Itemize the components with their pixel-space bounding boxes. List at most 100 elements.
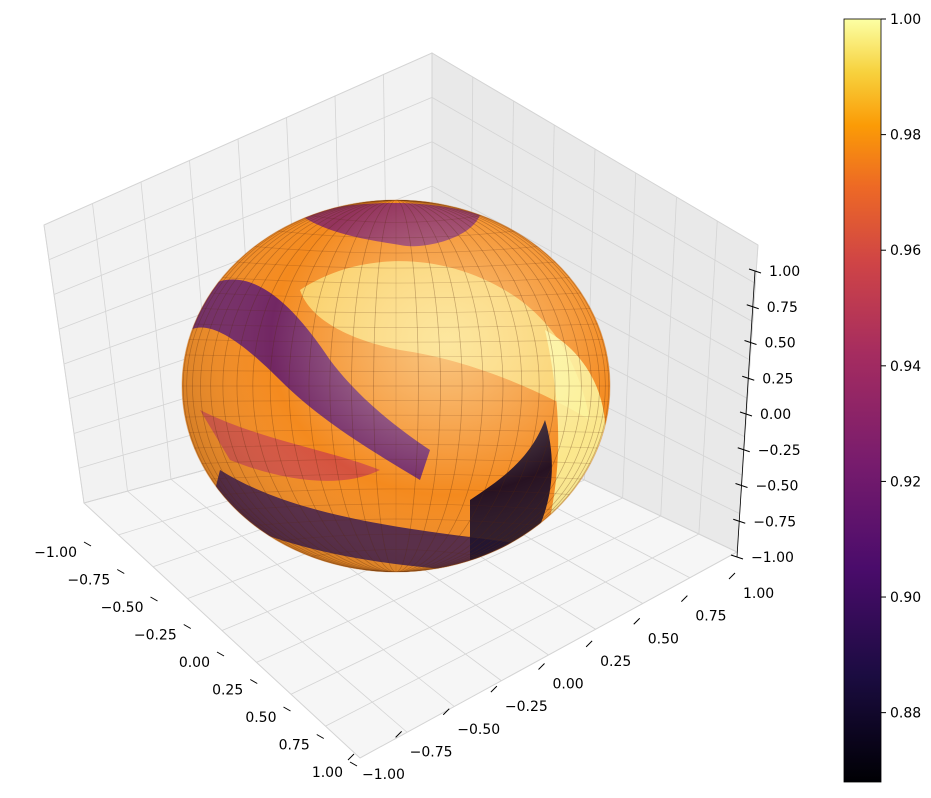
- sphere-shade: [182, 200, 610, 572]
- mesh-line: [308, 200, 484, 572]
- z-tick: [748, 268, 762, 274]
- y-axis: −1.00 −0.75−0.50 −0.25 0.00 0.25 0.50 0.75 1.00: [347, 572, 774, 783]
- gridline: [43, 224, 85, 504]
- mesh-line: [277, 533, 515, 542]
- mesh-line: [194, 323, 598, 328]
- gridline: [359, 551, 738, 759]
- y-tick: [490, 685, 498, 693]
- mesh-line: [201, 458, 591, 464]
- mesh-line: [373, 200, 419, 572]
- x-tick-label: 0.75: [279, 738, 310, 754]
- mesh-line: [329, 200, 463, 572]
- gridline: [431, 52, 759, 246]
- z-tick: [739, 411, 753, 417]
- mesh-line: [351, 200, 441, 572]
- y-tick-label: −0.75: [410, 744, 453, 760]
- mesh-line: [373, 200, 419, 572]
- gridline: [431, 141, 753, 323]
- colorbar-tick-label: 0.90: [890, 590, 921, 606]
- mesh-line: [329, 200, 463, 572]
- z-tick-label: 0.50: [765, 336, 796, 352]
- gridline: [53, 141, 433, 295]
- y-tick: [681, 595, 688, 602]
- x-tick-label: −1.00: [34, 545, 77, 561]
- z-tick-label: 0.25: [762, 371, 793, 387]
- x-tick-label: −0.25: [134, 628, 177, 644]
- colorbar-gradient: [843, 18, 882, 783]
- mesh-line: [222, 488, 570, 495]
- y-tick-label: 0.00: [553, 677, 584, 693]
- gridline: [622, 172, 637, 499]
- sphere-surface: [181, 199, 611, 573]
- y-tick-label: 1.00: [743, 586, 774, 602]
- x-tick: [150, 596, 158, 602]
- x-tick: [349, 761, 358, 767]
- mesh-line: [182, 200, 610, 572]
- z-tick: [746, 304, 759, 310]
- sphere-mesh: [182, 200, 610, 572]
- mesh-line: [192, 200, 600, 572]
- mesh-line: [222, 200, 570, 572]
- z-tick: [744, 340, 757, 345]
- mesh-line: [236, 200, 556, 572]
- z-tick-label: 0.00: [760, 407, 791, 423]
- mesh-line: [236, 261, 556, 269]
- mesh-line: [182, 370, 610, 372]
- z-tick: [730, 554, 744, 560]
- mesh-line: [182, 200, 610, 572]
- x-tick: [250, 679, 258, 684]
- mesh-line: [188, 429, 604, 433]
- gridline: [256, 497, 623, 663]
- mesh-line: [351, 200, 441, 572]
- z-tick: [733, 518, 746, 524]
- colorbar-tick-label: 0.94: [890, 359, 921, 375]
- y-tick: [633, 617, 641, 625]
- mesh-line: [184, 354, 608, 358]
- x-tick: [216, 651, 225, 657]
- x-axis: −1.00 −0.75 −0.50 −0.250.000.250.500.751.00: [34, 541, 358, 781]
- y-tick: [538, 663, 545, 670]
- mesh-line: [236, 200, 556, 572]
- y-tick: [347, 753, 355, 761]
- mesh-line: [184, 414, 608, 418]
- mesh-line: [254, 518, 538, 526]
- gridline: [43, 52, 433, 226]
- gridline: [431, 97, 756, 284]
- mesh-line: [210, 473, 582, 480]
- x-tick-label: 0.00: [179, 655, 210, 671]
- colorbar-tick-label: 0.92: [890, 474, 921, 490]
- mesh-line: [254, 246, 538, 254]
- x-tick-label: 1.00: [312, 765, 343, 781]
- x-tick: [83, 541, 92, 547]
- sphere-outline: [181, 199, 611, 573]
- mesh-line: [236, 503, 556, 511]
- z-tick: [737, 447, 750, 453]
- mesh-line: [201, 308, 591, 314]
- y-tick-label: 0.75: [695, 609, 726, 625]
- z-tick-label: −0.50: [756, 479, 799, 495]
- colorbar-tick-label: 0.88: [890, 706, 921, 722]
- x-tick: [316, 734, 324, 739]
- mesh-line: [210, 292, 582, 299]
- mesh-line: [252, 200, 540, 572]
- y-tick-label: 0.25: [600, 654, 631, 670]
- mesh-line: [277, 230, 515, 239]
- x-tick-label: 0.50: [245, 710, 276, 726]
- x-tick-label: 0.25: [212, 683, 243, 699]
- gridline: [48, 97, 433, 261]
- mesh-line: [210, 200, 582, 572]
- mesh-line: [269, 200, 523, 572]
- y-tick: [395, 731, 402, 738]
- mesh-line: [182, 400, 610, 402]
- z-tick: [735, 483, 748, 488]
- colorbar-tick-label: 0.98: [890, 128, 921, 144]
- mesh-line: [288, 200, 504, 572]
- y-tick-label: −0.50: [457, 722, 500, 738]
- mesh-line: [186, 200, 606, 572]
- z-tick: [742, 375, 755, 381]
- mesh-line: [222, 277, 570, 284]
- x-tick: [183, 624, 191, 629]
- mesh-line: [192, 200, 600, 572]
- z-tick-label: −1.00: [751, 550, 794, 566]
